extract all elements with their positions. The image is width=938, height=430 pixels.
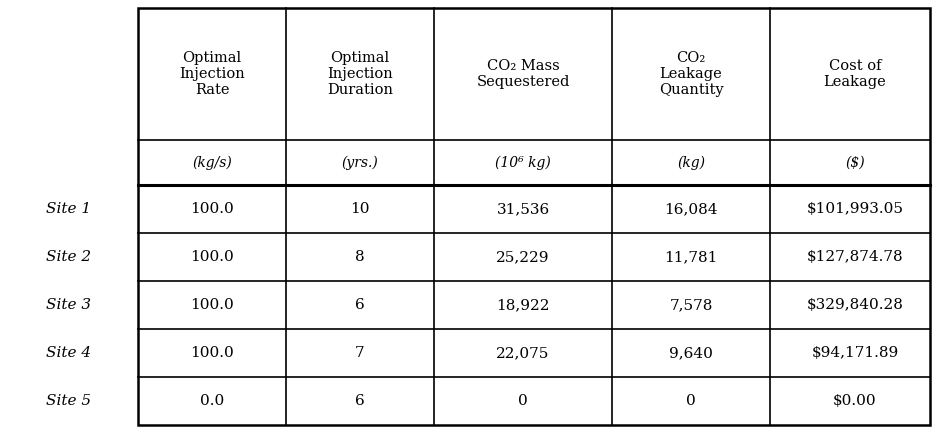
Text: 6: 6 (356, 394, 365, 408)
Text: 8: 8 (356, 250, 365, 264)
Text: Optimal
Injection
Duration: Optimal Injection Duration (327, 51, 393, 97)
Text: Cost of
Leakage: Cost of Leakage (824, 59, 886, 89)
Text: (kg/s): (kg/s) (192, 155, 232, 170)
Text: 6: 6 (356, 298, 365, 312)
Text: Site 1: Site 1 (47, 202, 92, 216)
Text: 16,084: 16,084 (664, 202, 718, 216)
Text: $101,993.05: $101,993.05 (807, 202, 903, 216)
Text: 9,640: 9,640 (669, 346, 713, 360)
Text: 18,922: 18,922 (496, 298, 550, 312)
Text: 31,536: 31,536 (496, 202, 550, 216)
Text: 100.0: 100.0 (190, 346, 234, 360)
Text: 25,229: 25,229 (496, 250, 550, 264)
Text: $0.00: $0.00 (833, 394, 877, 408)
Text: 7: 7 (356, 346, 365, 360)
Text: $127,874.78: $127,874.78 (807, 250, 903, 264)
Text: 100.0: 100.0 (190, 202, 234, 216)
Text: 22,075: 22,075 (496, 346, 550, 360)
Text: 100.0: 100.0 (190, 298, 234, 312)
Text: 0: 0 (686, 394, 696, 408)
Text: Site 5: Site 5 (47, 394, 92, 408)
Text: Optimal
Injection
Rate: Optimal Injection Rate (179, 51, 245, 97)
Text: Site 3: Site 3 (47, 298, 92, 312)
Text: 11,781: 11,781 (664, 250, 718, 264)
Text: 0: 0 (518, 394, 528, 408)
Text: CO₂
Leakage
Quantity: CO₂ Leakage Quantity (658, 51, 723, 97)
Text: (kg): (kg) (677, 155, 705, 170)
Text: ($): ($) (845, 156, 865, 169)
Text: CO₂ Mass
Sequestered: CO₂ Mass Sequestered (477, 59, 569, 89)
Text: (10⁶ kg): (10⁶ kg) (495, 155, 551, 170)
Text: Site 2: Site 2 (47, 250, 92, 264)
Text: 100.0: 100.0 (190, 250, 234, 264)
Text: (yrs.): (yrs.) (341, 155, 378, 170)
Bar (138, 8, 930, 425)
Text: $94,171.89: $94,171.89 (811, 346, 899, 360)
Text: $329,840.28: $329,840.28 (807, 298, 903, 312)
Text: 10: 10 (350, 202, 370, 216)
Text: 0.0: 0.0 (200, 394, 224, 408)
Text: 7,578: 7,578 (670, 298, 713, 312)
Text: Site 4: Site 4 (47, 346, 92, 360)
